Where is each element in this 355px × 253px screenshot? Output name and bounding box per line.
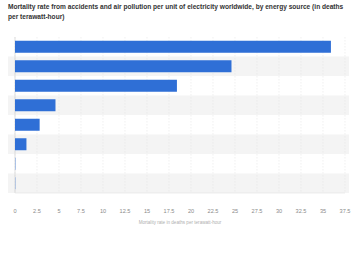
- tick-label: 35: [320, 208, 326, 214]
- bar[interactable]: [15, 99, 55, 111]
- tick-label: 20: [188, 208, 194, 214]
- axis-title: Mortality rate in deaths per terawatt-ho…: [139, 220, 222, 225]
- bar[interactable]: [15, 177, 16, 189]
- tick-label: 32.5: [296, 208, 307, 214]
- grid-line: [235, 37, 236, 193]
- tick-label: 7.5: [77, 208, 85, 214]
- bar[interactable]: [15, 60, 231, 72]
- bar[interactable]: [15, 80, 177, 92]
- tick-label: 10: [100, 208, 106, 214]
- grid-line: [323, 37, 324, 193]
- tick-label: 30: [276, 208, 282, 214]
- tick-label: 2.5: [33, 208, 41, 214]
- tick-label: 17.5: [164, 208, 175, 214]
- grid-line: [301, 37, 302, 193]
- bar[interactable]: [15, 41, 331, 53]
- tick-label: 5: [57, 208, 60, 214]
- title: Mortality rate from accidents and air po…: [8, 3, 344, 21]
- tick-label: 12.5: [120, 208, 131, 214]
- grid-line: [257, 37, 258, 193]
- bar[interactable]: [15, 158, 16, 170]
- bars: [15, 41, 331, 190]
- grid-line: [279, 37, 280, 193]
- tick-label: 22.5: [208, 208, 219, 214]
- tick-label: 15: [144, 208, 150, 214]
- chart-svg: Mortality rate from accidents and air po…: [0, 0, 355, 253]
- bar[interactable]: [15, 138, 26, 150]
- bar[interactable]: [15, 119, 40, 131]
- tick-label: 0: [13, 208, 16, 214]
- axis-line: [15, 193, 345, 194]
- tick-label: 27.5: [252, 208, 263, 214]
- grid-line: [345, 37, 346, 193]
- tick-label: 37.5: [340, 208, 351, 214]
- chart-container: Mortality rate from accidents and air po…: [0, 0, 355, 253]
- tick-label: 25: [232, 208, 238, 214]
